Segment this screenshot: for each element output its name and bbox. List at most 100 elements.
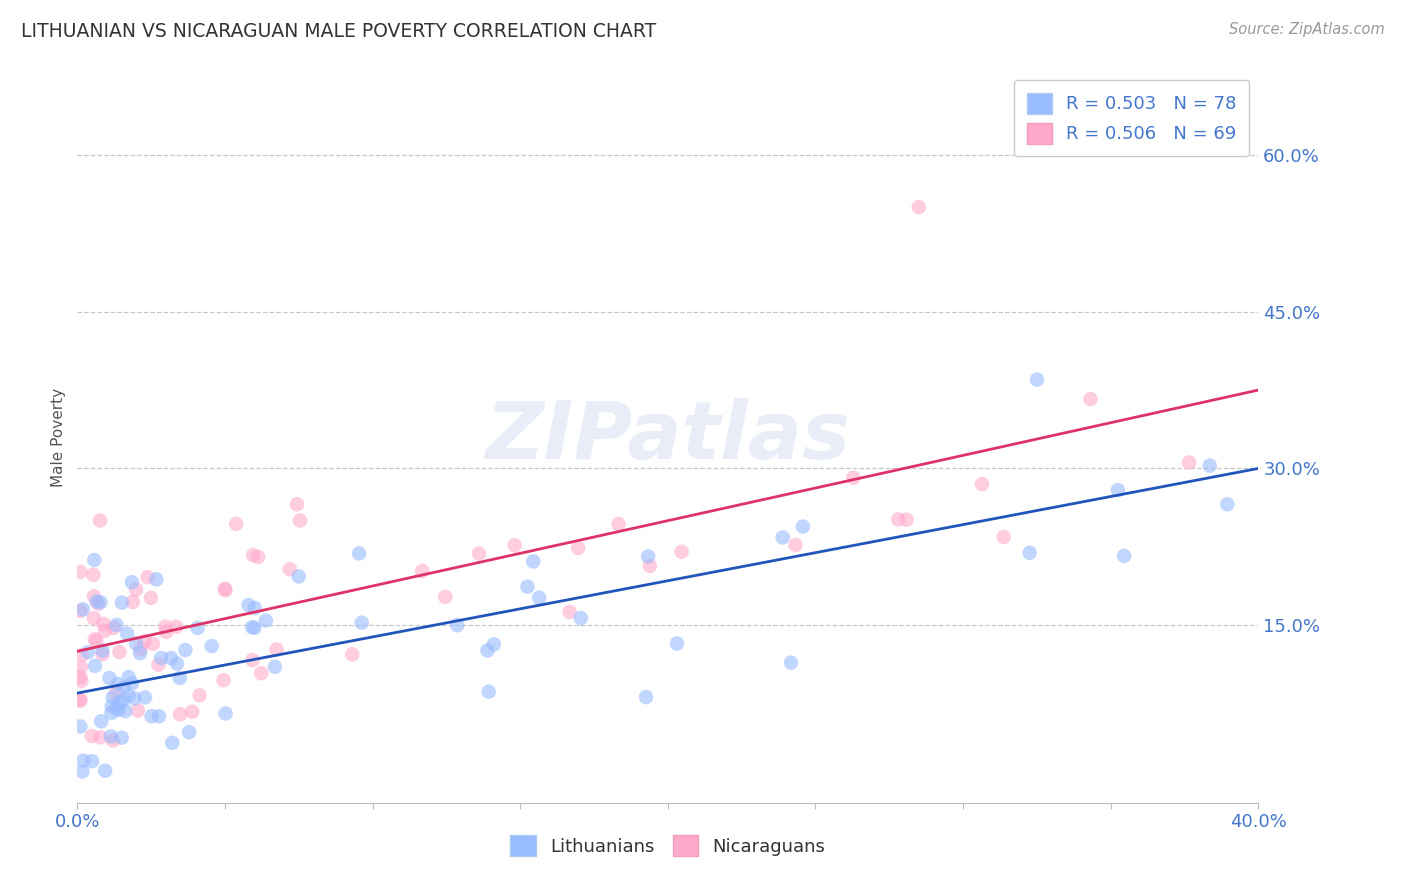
Point — [129, 646, 152, 660]
Point — [342, 648, 364, 662]
Point — [212, 673, 235, 688]
Point — [569, 611, 592, 625]
Point — [83, 553, 105, 567]
Point — [908, 200, 931, 214]
Point — [121, 676, 143, 690]
Point — [100, 699, 122, 714]
Point — [993, 530, 1015, 544]
Point — [411, 564, 433, 578]
Point — [160, 651, 183, 665]
Point — [84, 658, 107, 673]
Point — [665, 636, 688, 650]
Point — [350, 615, 373, 630]
Point — [105, 618, 128, 632]
Point — [287, 569, 309, 583]
Point — [482, 637, 505, 651]
Point — [242, 548, 264, 562]
Point — [69, 604, 91, 618]
Point — [108, 645, 131, 659]
Point — [115, 626, 138, 640]
Point — [129, 642, 152, 657]
Point — [72, 754, 94, 768]
Point — [169, 671, 191, 685]
Point — [522, 554, 544, 568]
Point — [69, 719, 91, 733]
Point — [148, 709, 170, 723]
Point — [1198, 458, 1220, 473]
Y-axis label: Male Poverty: Male Poverty — [51, 387, 66, 487]
Point — [148, 657, 170, 672]
Point — [165, 620, 187, 634]
Point — [111, 731, 134, 745]
Point — [503, 538, 526, 552]
Point — [134, 634, 156, 648]
Point — [89, 514, 111, 528]
Point — [69, 565, 91, 579]
Point — [242, 653, 264, 667]
Point — [174, 643, 197, 657]
Point — [87, 597, 110, 611]
Point — [91, 648, 114, 662]
Point — [288, 513, 311, 527]
Point — [214, 583, 236, 598]
Point — [177, 725, 200, 739]
Point — [101, 733, 124, 747]
Point — [478, 684, 501, 698]
Point — [107, 703, 129, 717]
Legend: Lithuanians, Nicaraguans: Lithuanians, Nicaraguans — [503, 828, 832, 863]
Point — [83, 590, 105, 604]
Point — [141, 709, 163, 723]
Point — [181, 705, 204, 719]
Point — [72, 602, 94, 616]
Point — [127, 704, 149, 718]
Point — [139, 591, 162, 605]
Point — [278, 562, 301, 576]
Point — [111, 694, 134, 708]
Point — [169, 707, 191, 722]
Point — [1216, 497, 1239, 511]
Point — [100, 730, 122, 744]
Point — [347, 546, 370, 560]
Point — [254, 614, 277, 628]
Point — [83, 611, 105, 625]
Point — [188, 689, 211, 703]
Point — [155, 619, 177, 633]
Point — [136, 570, 159, 584]
Text: Source: ZipAtlas.com: Source: ZipAtlas.com — [1229, 22, 1385, 37]
Point — [107, 677, 129, 691]
Point — [121, 575, 143, 590]
Point — [1080, 392, 1102, 406]
Point — [214, 706, 236, 721]
Point — [117, 689, 139, 703]
Point — [186, 621, 208, 635]
Point — [104, 686, 127, 700]
Point — [160, 736, 183, 750]
Point — [527, 591, 550, 605]
Point — [434, 590, 457, 604]
Point — [101, 690, 124, 705]
Point — [1112, 549, 1135, 563]
Point — [90, 714, 112, 729]
Point — [108, 695, 131, 709]
Point — [91, 643, 114, 657]
Point — [792, 519, 814, 533]
Point — [69, 693, 91, 707]
Point — [70, 660, 93, 674]
Point — [94, 764, 117, 778]
Point — [145, 572, 167, 586]
Point — [155, 624, 177, 639]
Point — [637, 549, 659, 564]
Point — [1178, 455, 1201, 469]
Point — [118, 670, 141, 684]
Point — [780, 656, 803, 670]
Point — [285, 497, 308, 511]
Point — [70, 673, 93, 688]
Point — [94, 624, 117, 638]
Point — [446, 618, 468, 632]
Point — [671, 545, 693, 559]
Point — [142, 637, 165, 651]
Point — [567, 541, 589, 555]
Point — [214, 582, 236, 596]
Point — [243, 621, 266, 635]
Point — [477, 643, 499, 657]
